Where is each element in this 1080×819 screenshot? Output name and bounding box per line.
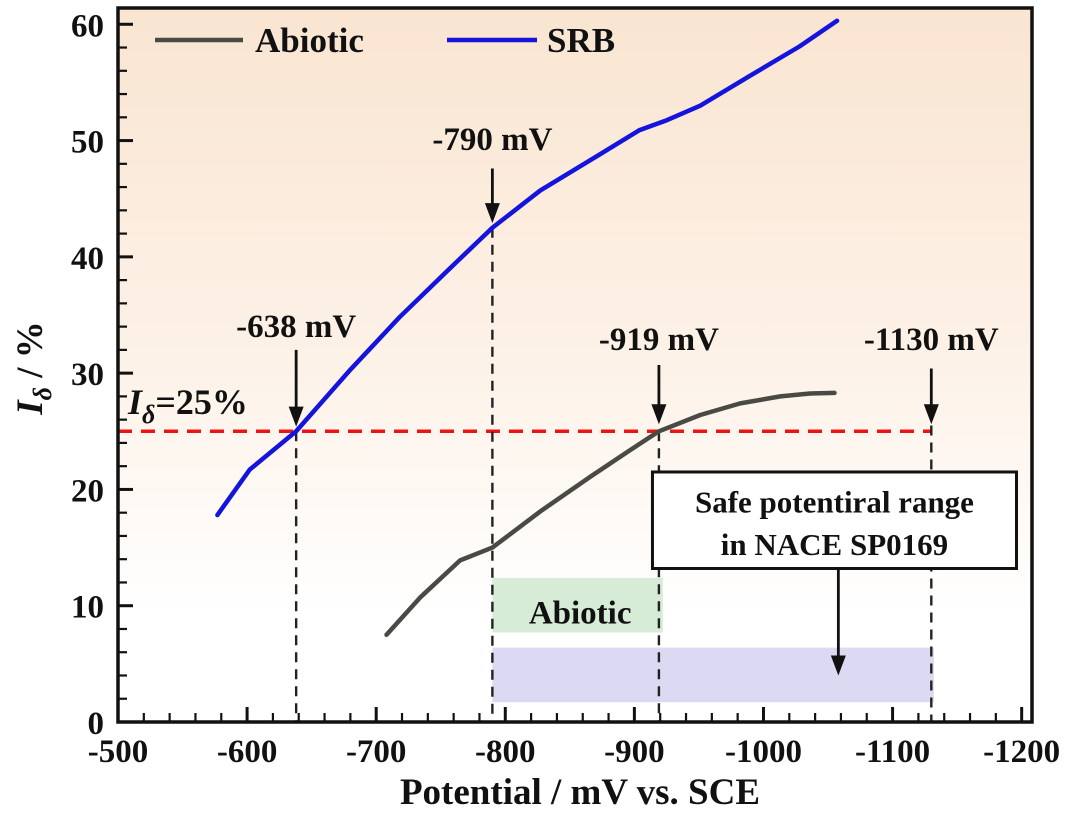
safe-range-text-line2: in NACE SP0169 <box>721 527 948 562</box>
ref-label-subscript: δ <box>142 400 155 429</box>
shaded-regions <box>492 577 934 703</box>
data-series <box>215 18 840 638</box>
x-tick-label: -1000 <box>725 734 802 770</box>
y-tick-label: 0 <box>88 706 105 742</box>
x-tick-label: -1100 <box>855 734 930 770</box>
safe-range-arrow-head <box>830 655 846 676</box>
x-axis-title: Potential / mV vs. SCE <box>400 772 760 813</box>
y-tick-label: 10 <box>71 590 104 626</box>
series-line-srb <box>215 18 840 518</box>
reference-line-label: Iδ=25% <box>127 382 248 429</box>
safe-range-text-line1: Safe potentiral range <box>695 485 974 520</box>
safe-range-arrow <box>830 568 846 676</box>
ref-label-symbol: I <box>127 382 144 422</box>
tick-labels: -500 -600 -700 -800 -900 -1000 -1100 -1200 0 10 20… <box>71 8 1060 770</box>
y-tick-label: 30 <box>71 357 104 393</box>
annotation-label: -790 mV <box>432 122 552 158</box>
y-title-units: / % <box>10 321 51 387</box>
x-tick-label: -500 <box>88 734 149 770</box>
y-tick-label: 40 <box>71 241 104 277</box>
safe-range-box-frame <box>650 470 1019 571</box>
plot-border <box>116 6 1034 724</box>
annotations: -638 mV -790 mV -919 mV -1130 mV <box>236 122 999 722</box>
annotation-label: -919 mV <box>599 322 719 358</box>
y-tick-label: 20 <box>71 473 104 509</box>
series-line-abiotic <box>384 390 837 638</box>
annotation-label: -1130 mV <box>864 322 999 358</box>
ref-label-value: =25% <box>155 382 248 422</box>
annotation-arrow-head <box>484 203 500 224</box>
annotation-arrow-head <box>651 404 667 425</box>
y-title-symbol: I <box>10 399 51 416</box>
x-tick-label: -800 <box>475 734 536 770</box>
x-tick-label: -900 <box>604 734 665 770</box>
legend-label-abiotic: Abiotic <box>255 21 364 60</box>
annotation-arrow-head <box>923 404 939 425</box>
y-tick-label: 60 <box>71 8 104 44</box>
y-axis-title: Iδ / % <box>10 321 57 416</box>
safe-range-box: Safe potentiral range in NACE SP0169 <box>650 470 1019 676</box>
annotation-arrow-head <box>288 406 304 427</box>
y-title-subscript: δ <box>28 387 57 400</box>
x-tick-label: -1200 <box>983 734 1060 770</box>
annotation-label: -638 mV <box>236 309 356 345</box>
nace-safe-region <box>492 647 934 703</box>
abiotic-region-label: Abiotic <box>529 596 632 632</box>
legend: Abiotic SRB <box>155 21 615 60</box>
x-tick-label: -700 <box>346 734 407 770</box>
x-tick-label: -600 <box>217 734 278 770</box>
legend-label-srb: SRB <box>547 21 615 60</box>
y-tick-label: 50 <box>71 125 104 161</box>
abiotic-safe-region <box>492 577 663 633</box>
